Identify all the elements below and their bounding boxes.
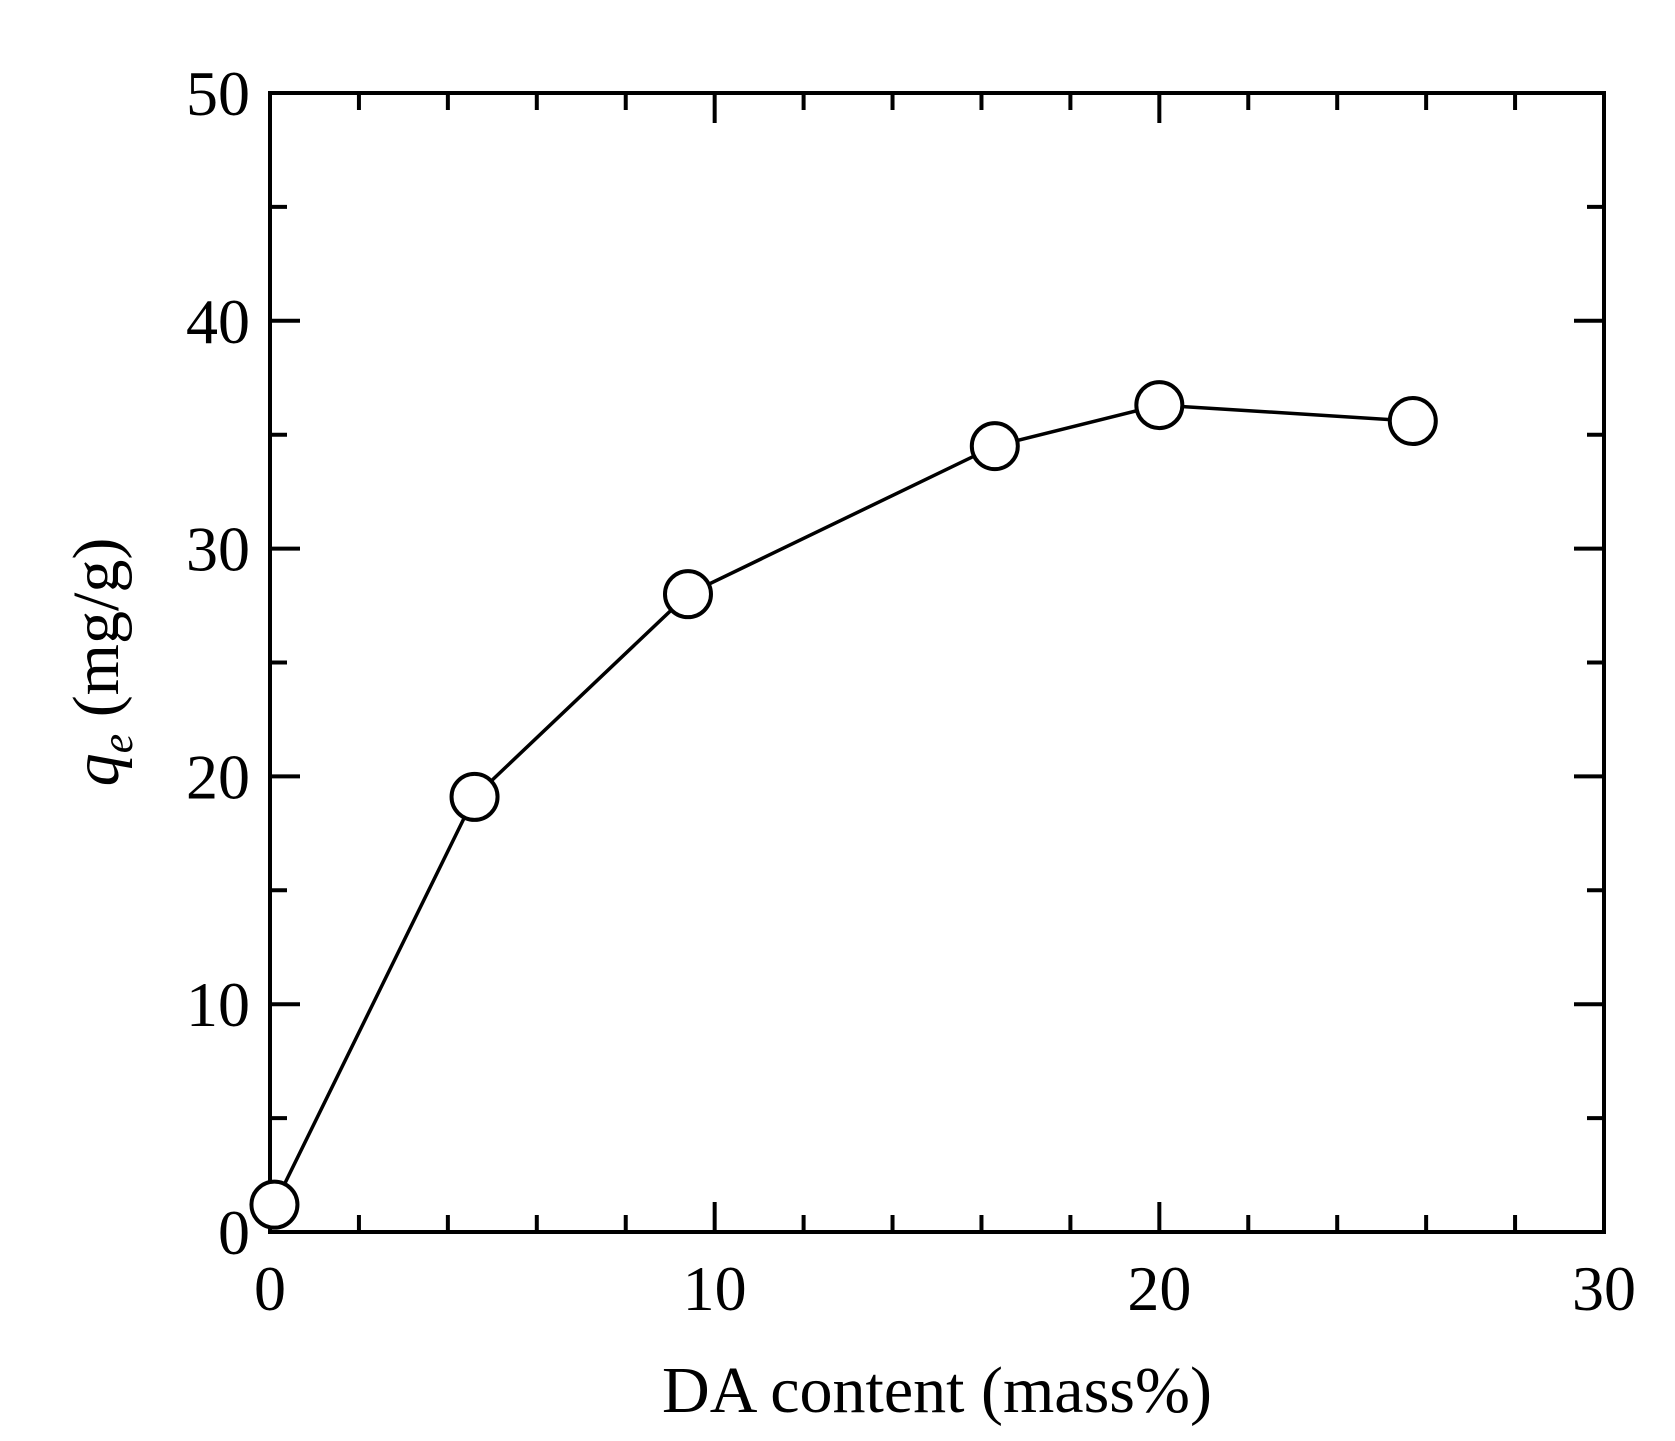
y-tick-label: 40 (186, 286, 250, 357)
x-tick-label: 20 (1127, 1253, 1191, 1324)
y-tick-label: 50 (186, 58, 250, 129)
data-series (249, 380, 1438, 1230)
data-point (249, 1179, 300, 1230)
x-axis-label: DA content (mass%) (662, 1354, 1212, 1427)
data-point (449, 771, 500, 822)
x-tick-label: 0 (254, 1253, 286, 1324)
tick-labels: 0 10 20 30 0 10 20 30 40 50 (186, 58, 1636, 1324)
x-tick-label: 30 (1572, 1253, 1636, 1324)
axis-ticks (268, 91, 1606, 1234)
y-tick-label: 0 (218, 1197, 250, 1268)
y-axis-label-subscript: e (93, 734, 142, 754)
data-point (1387, 396, 1438, 447)
data-point (969, 421, 1020, 472)
y-axis-label-symbol: q (60, 753, 133, 786)
plot-frame (268, 91, 1606, 1234)
y-tick-label: 30 (186, 514, 250, 585)
x-tick-label: 10 (683, 1253, 747, 1324)
plot-area (249, 91, 1606, 1234)
data-point (1134, 380, 1185, 431)
y-axis-label: qe (mg/g) (60, 538, 142, 787)
data-point (662, 569, 713, 620)
y-axis-label-unit: (mg/g) (60, 538, 133, 734)
y-tick-label: 20 (186, 741, 250, 812)
series-line (272, 403, 1413, 1206)
y-tick-label: 10 (186, 969, 250, 1040)
